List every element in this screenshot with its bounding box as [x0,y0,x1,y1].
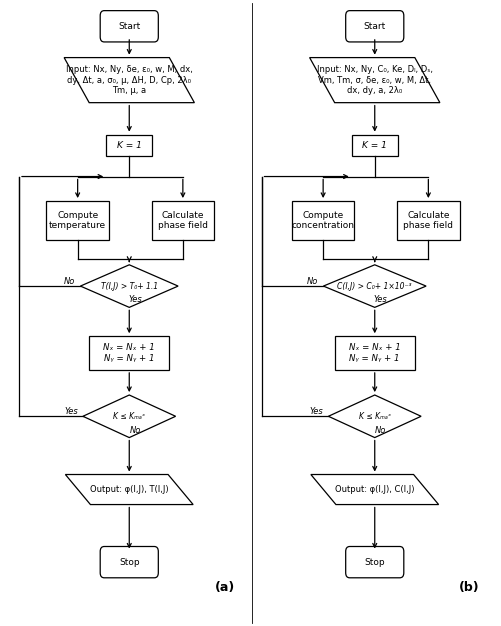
Text: Start: Start [118,22,140,31]
Text: K = 1: K = 1 [362,141,387,150]
Text: Start: Start [364,22,386,31]
Text: (b): (b) [459,581,480,593]
Text: K = 1: K = 1 [117,141,142,150]
Text: No: No [307,277,319,285]
Text: Output: φ(I,J), C(I,J): Output: φ(I,J), C(I,J) [335,485,414,494]
Polygon shape [65,475,193,505]
Text: Calculate
phase field: Calculate phase field [403,211,453,230]
Polygon shape [80,265,178,307]
Text: Yes: Yes [310,407,323,416]
FancyBboxPatch shape [100,546,158,578]
Text: Yes: Yes [64,407,78,416]
Text: No: No [64,277,75,285]
Text: T(I,J) > T₀+ 1.1: T(I,J) > T₀+ 1.1 [101,282,158,290]
Text: No: No [130,426,141,434]
Bar [352,135,398,156]
Bar [335,336,415,370]
Text: K ≤ Kₘₐˣ: K ≤ Kₘₐˣ [113,412,145,421]
Bar [292,201,354,240]
Polygon shape [311,475,439,505]
Text: Stop: Stop [364,558,385,567]
Polygon shape [83,395,175,438]
Bar [151,201,214,240]
Text: No: No [375,426,386,434]
FancyBboxPatch shape [346,546,404,578]
Bar [397,201,460,240]
Polygon shape [64,58,194,103]
FancyBboxPatch shape [346,11,404,42]
Text: Input: Nx, Ny, C₀, Ke, Dₗ, Dₛ,
Vm, Tm, σ, δe, ε₀, w, M, Δt,
dx, dy, a, 2λ₀: Input: Nx, Ny, C₀, Ke, Dₗ, Dₛ, Vm, Tm, σ… [317,65,433,95]
Text: K ≤ Kₘₐˣ: K ≤ Kₘₐˣ [359,412,391,421]
Text: Yes: Yes [128,295,142,304]
Text: Nₓ = Nₓ + 1
Nᵧ = Nᵧ + 1: Nₓ = Nₓ + 1 Nᵧ = Nᵧ + 1 [103,344,155,362]
Bar [46,201,109,240]
Text: Compute
concentration: Compute concentration [292,211,355,230]
Text: Yes: Yes [374,295,388,304]
Text: Nₓ = Nₓ + 1
Nᵧ = Nᵧ + 1: Nₓ = Nₓ + 1 Nᵧ = Nᵧ + 1 [349,344,401,362]
Polygon shape [323,265,426,307]
Bar [89,336,169,370]
Polygon shape [310,58,440,103]
Text: Compute
temperature: Compute temperature [49,211,106,230]
Bar [106,135,152,156]
Text: Calculate
phase field: Calculate phase field [158,211,208,230]
FancyBboxPatch shape [100,11,158,42]
Polygon shape [328,395,421,438]
Text: Stop: Stop [119,558,140,567]
Text: C(I,J) > C₀+ 1×10⁻³: C(I,J) > C₀+ 1×10⁻³ [338,282,412,290]
Text: Input: Nx, Ny, δe, ε₀, w, M, dx,
dy, Δt, a, σ₀, μ, ΔH, D, Cp, 2λ₀
Tm, μ, a: Input: Nx, Ny, δe, ε₀, w, M, dx, dy, Δt,… [66,65,193,95]
Text: Output: φ(I,J), T(I,J): Output: φ(I,J), T(I,J) [90,485,168,494]
Text: (a): (a) [215,581,235,593]
